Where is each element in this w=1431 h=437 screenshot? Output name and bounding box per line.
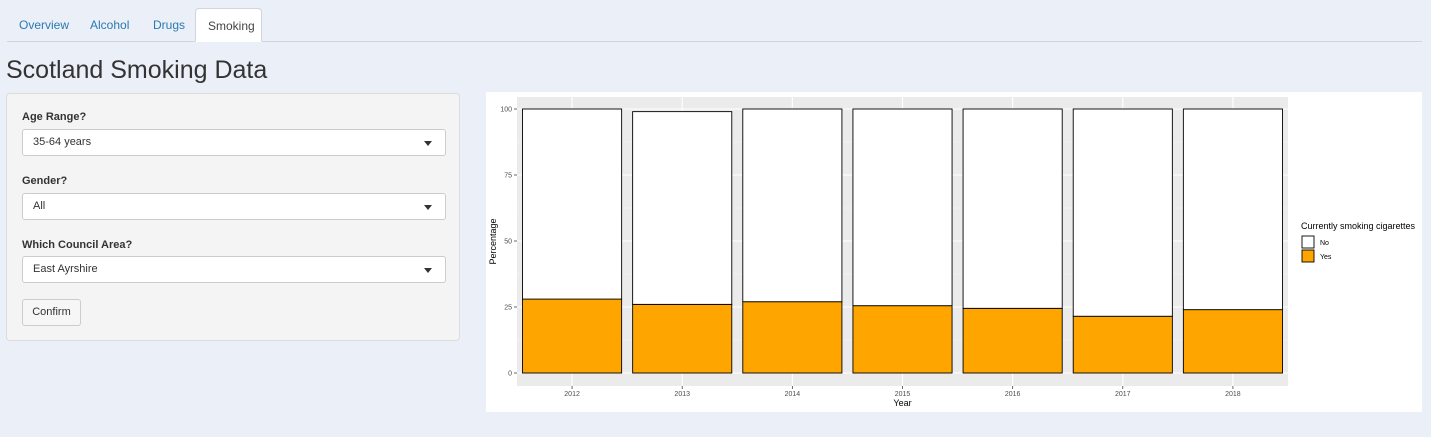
x-tick-label: 2013 [674, 391, 690, 398]
bar-no-2014 [742, 108, 843, 303]
bar-no-2018 [1182, 108, 1283, 311]
bar-no-2017 [1072, 108, 1173, 317]
chevron-down-icon [424, 141, 432, 146]
bar-yes-2016 [962, 307, 1063, 374]
y-tick-label: 100 [500, 107, 512, 114]
gender-value: All [33, 200, 46, 212]
council-area-label: Which Council Area? [22, 239, 133, 251]
x-tick-label: 2015 [895, 391, 911, 398]
filter-panel: Age Range? 35-64 years Gender? All Which… [6, 93, 460, 341]
x-tick-label: 2017 [1115, 391, 1131, 398]
gender-select[interactable]: All [22, 193, 446, 220]
gender-label: Gender? [22, 175, 68, 187]
x-tick-label: 2014 [785, 391, 801, 398]
y-axis-title: Percentage [488, 218, 498, 264]
bar-yes-2017 [1072, 315, 1173, 374]
x-tick-label: 2016 [1005, 391, 1021, 398]
x-tick-label: 2012 [564, 391, 580, 398]
tab-drugs[interactable]: Drugs [153, 18, 186, 32]
age-range-select[interactable]: 35-64 years [22, 129, 446, 156]
bar-yes-2014 [742, 301, 843, 374]
y-tick-label: 0 [508, 371, 512, 378]
legend-key-yes [1301, 249, 1315, 263]
bar-yes-2013 [632, 303, 733, 374]
legend-label-no: No [1320, 240, 1329, 247]
tab-smoking[interactable]: Smoking [195, 8, 262, 42]
tab-overview[interactable]: Overview [19, 18, 70, 32]
age-range-value: 35-64 years [33, 136, 92, 148]
y-tick-label: 75 [504, 173, 512, 180]
bar-no-2012 [522, 108, 623, 300]
bar-yes-2018 [1182, 309, 1283, 374]
bar-no-2015 [852, 108, 953, 307]
x-axis-title: Year [893, 398, 911, 408]
bar-yes-2012 [522, 298, 623, 374]
chart-svg: 0 25 50 75 100 2012 2013 2014 2015 2016 2017 2018 Ye… [488, 97, 1416, 408]
page-title: Scotland Smoking Data [6, 56, 268, 84]
smoking-chart: 0 25 50 75 100 2012 2013 2014 2015 2016 2017 2018 Ye… [486, 92, 1422, 412]
chevron-down-icon [424, 205, 432, 210]
bar-no-2013 [632, 111, 733, 305]
tab-alcohol[interactable]: Alcohol [90, 18, 130, 32]
council-area-value: East Ayrshire [33, 263, 98, 275]
y-tick-label: 25 [504, 305, 512, 312]
legend-key-no [1301, 235, 1315, 249]
y-tick-label: 50 [504, 239, 512, 246]
x-tick-label: 2018 [1225, 391, 1241, 398]
age-range-label: Age Range? [22, 111, 87, 123]
confirm-button[interactable]: Confirm [22, 299, 81, 326]
legend-label-yes: Yes [1320, 254, 1332, 261]
legend-title: Currently smoking cigarettes [1301, 221, 1416, 231]
bar-no-2016 [962, 108, 1063, 309]
council-area-select[interactable]: East Ayrshire [22, 256, 446, 283]
chevron-down-icon [424, 268, 432, 273]
bar-yes-2015 [852, 305, 953, 374]
tab-bar: Overview Alcohol Drugs Smoking [7, 8, 1422, 42]
